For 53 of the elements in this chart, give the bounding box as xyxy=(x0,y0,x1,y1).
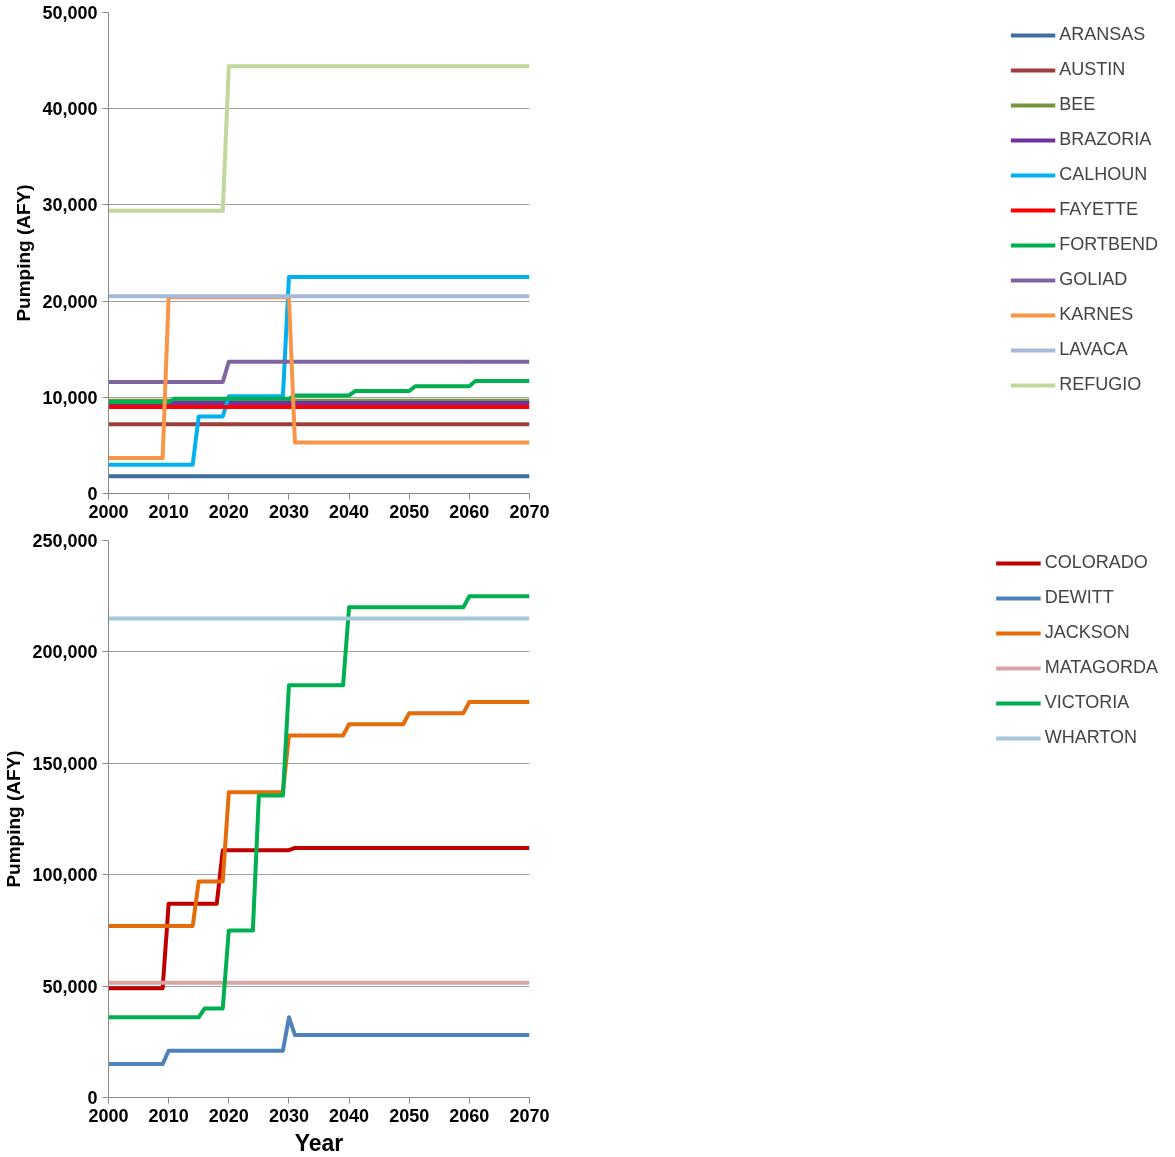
legend-label: GOLIAD xyxy=(1059,269,1128,290)
legend-label: COLORADO xyxy=(1044,552,1148,573)
legend-label: BRAZORIA xyxy=(1059,129,1152,150)
y-tick-label: 0 xyxy=(87,1088,98,1108)
legend-label: FAYETTE xyxy=(1059,199,1138,220)
y-tick-label: 50,000 xyxy=(42,976,98,997)
legend-label: ARANSAS xyxy=(1059,24,1146,45)
legend-label: KARNES xyxy=(1059,304,1134,325)
y-axis-title: Pumping (AFY) xyxy=(3,750,25,888)
x-tick-label: 2060 xyxy=(449,501,490,522)
legend-label: JACKSON xyxy=(1044,622,1130,643)
x-tick-label: 2030 xyxy=(268,501,309,522)
x-tick-label: 2020 xyxy=(208,501,249,522)
y-tick-label: 40,000 xyxy=(42,99,98,120)
x-tick-label: 2050 xyxy=(389,501,430,522)
x-tick-label: 2070 xyxy=(509,501,550,522)
y-tick-label: 150,000 xyxy=(32,753,98,774)
legend-label: AUSTIN xyxy=(1059,59,1126,80)
line-series xyxy=(108,845,530,991)
x-tick-label: 2010 xyxy=(148,1105,189,1126)
y-tick-label: 30,000 xyxy=(42,195,98,216)
y-axis-title: Pumping (AFY) xyxy=(13,184,35,322)
legend-label: BEE xyxy=(1059,94,1096,115)
legend-label: FORTBEND xyxy=(1059,234,1158,255)
y-tick-label: 20,000 xyxy=(42,291,98,312)
y-tick-label: 0 xyxy=(87,484,98,504)
line-series xyxy=(108,594,530,1020)
x-tick-label: 2060 xyxy=(449,1105,490,1126)
x-tick-label: 2020 xyxy=(208,1105,249,1126)
line-series xyxy=(108,1015,530,1067)
x-axis-title: Year xyxy=(294,1129,344,1156)
x-tick-label: 2010 xyxy=(148,501,189,522)
x-tick-label: 2000 xyxy=(88,1105,129,1126)
x-tick-label: 2040 xyxy=(329,1105,370,1126)
y-tick-label: 100,000 xyxy=(32,865,98,886)
y-tick-label: 200,000 xyxy=(32,642,98,663)
line-series xyxy=(108,378,530,405)
x-tick-label: 2040 xyxy=(329,501,370,522)
x-tick-label: 2070 xyxy=(509,1105,550,1126)
y-tick-label: 50,000 xyxy=(42,3,98,23)
x-tick-label: 2030 xyxy=(268,1105,309,1126)
legend-label: CALHOUN xyxy=(1059,164,1148,185)
legend-label: WHARTON xyxy=(1044,727,1137,748)
legend-label: DEWITT xyxy=(1044,587,1114,608)
y-tick-label: 10,000 xyxy=(42,387,98,408)
legend-label: LAVACA xyxy=(1059,339,1128,360)
legend-label: MATAGORDA xyxy=(1044,657,1158,678)
legend-label: REFUGIO xyxy=(1059,374,1142,395)
y-tick-label: 250,000 xyxy=(32,531,98,551)
legend-label: VICTORIA xyxy=(1044,692,1130,713)
x-tick-label: 2000 xyxy=(88,501,129,522)
line-series xyxy=(108,700,530,928)
x-tick-label: 2050 xyxy=(389,1105,430,1126)
